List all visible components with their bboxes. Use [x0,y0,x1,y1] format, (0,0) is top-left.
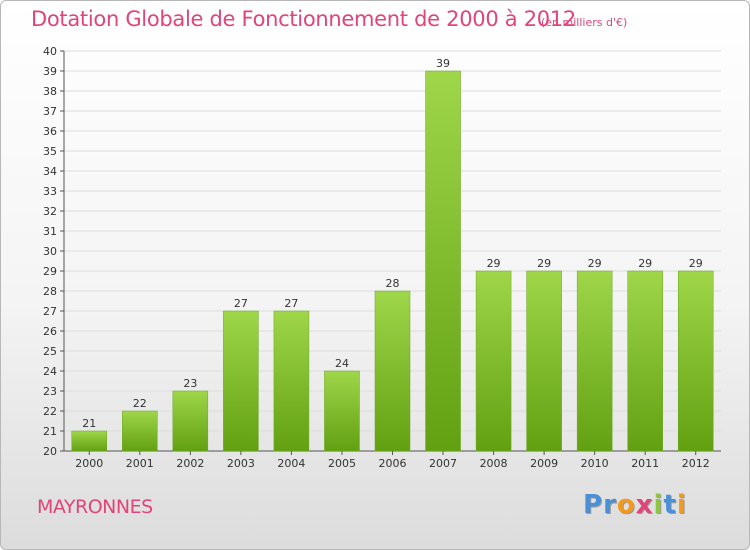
y-tick-label: 38 [43,85,57,98]
bar[interactable] [172,390,209,452]
data-label: 21 [82,417,96,430]
x-tick-label: 2002 [176,457,204,470]
logo-letter: i [676,490,687,520]
y-tick-label: 29 [43,265,57,278]
bars [71,70,714,452]
bar[interactable] [627,270,663,452]
y-tick-label: 24 [43,365,57,378]
data-label: 29 [537,257,551,270]
x-tick-label: 2006 [379,457,407,470]
data-label: 29 [689,257,703,270]
labels: 2000 21 2001 22 2002 23 2003 27 2004 27 2005 24 2006… [75,57,709,470]
x-tick-label: 2001 [126,457,154,470]
x-tick-label: 2011 [631,457,659,470]
logo-letter: t [663,490,677,520]
y-tick-label: 22 [43,405,57,418]
y-tick-label: 31 [43,225,57,238]
y-tick-label: 26 [43,325,57,338]
bar[interactable] [526,270,562,452]
logo-letter: o [616,490,636,520]
bar[interactable] [576,270,613,452]
y-tick-label: 30 [43,245,57,258]
data-label: 27 [234,297,248,310]
x-tick-label: 2005 [328,457,356,470]
y-tick-label: 32 [43,205,57,218]
y-tick-label: 35 [43,145,57,158]
y-tick-label: 23 [43,385,57,398]
chart-title: Dotation Globale de Fonctionnement de 20… [31,7,576,31]
bar[interactable] [475,270,512,452]
data-label: 29 [588,257,602,270]
data-label: 22 [133,397,147,410]
data-label: 24 [335,357,349,370]
x-tick-label: 2000 [75,457,103,470]
x-tick-label: 2012 [682,457,710,470]
bar[interactable] [324,370,360,452]
logo-letter: P [583,490,604,520]
y-tick-label: 37 [43,105,57,118]
bar[interactable] [122,410,158,452]
logo-letter: r [603,490,617,520]
y-tick-label: 33 [43,185,57,198]
x-tick-label: 2010 [581,457,609,470]
x-tick-label: 2008 [480,457,508,470]
y-tick-label: 40 [43,45,57,58]
x-tick-label: 2003 [227,457,255,470]
y-tick-label: 20 [43,445,57,458]
data-label: 39 [436,57,450,70]
y-tick-label: 27 [43,305,57,318]
y-tick-label: 36 [43,125,57,138]
bar[interactable] [677,270,714,452]
x-tick-label: 2007 [429,457,457,470]
x-tick-label: 2009 [530,457,558,470]
bar[interactable] [374,290,411,452]
bar[interactable] [425,70,461,452]
data-label: 28 [386,277,400,290]
town-name: MAYRONNES [37,496,153,518]
x-tick-label: 2004 [277,457,305,470]
proxiti-logo[interactable]: Proxiti [583,490,687,520]
data-label: 29 [638,257,652,270]
bar[interactable] [273,310,310,452]
data-label: 29 [487,257,501,270]
chart-subtitle: (en milliers d'€) [541,16,628,29]
bar[interactable] [223,310,259,452]
logo-letter: i [653,490,664,520]
data-label: 23 [183,377,197,390]
y-tick-label: 39 [43,65,57,78]
bar[interactable] [71,430,108,452]
y-tick-label: 21 [43,425,57,438]
y-tick-label: 34 [43,165,57,178]
data-label: 27 [284,297,298,310]
y-tick-label: 25 [43,345,57,358]
logo-letter: x [635,490,654,520]
y-tick-label: 28 [43,285,57,298]
